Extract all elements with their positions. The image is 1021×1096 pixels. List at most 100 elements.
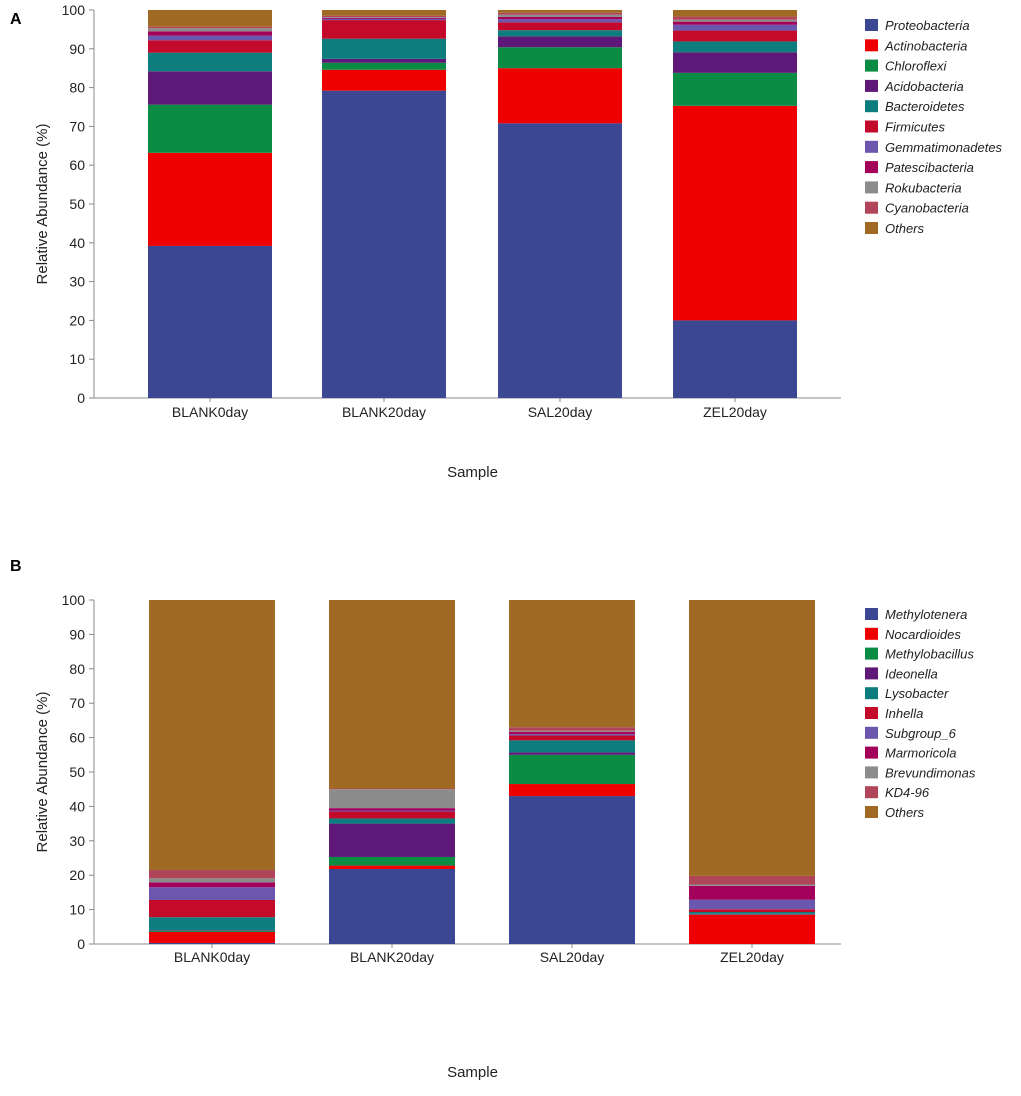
chart-a-bar-blank0day-others [148,10,272,27]
chart-b-bar-blank20day-kd4-96 [329,788,455,790]
chart-b-bar-zel20day-kd4-96 [689,875,815,885]
chart-b-legend-label-subgroup-6: Subgroup_6 [885,726,957,741]
chart-b-y-tick-label-70: 70 [69,695,85,711]
chart-a-x-tick-label-blank20day: BLANK20day [342,404,426,420]
chart-a-bar-blank20day-acidobacteria [322,58,446,63]
chart-a-bar-blank20day-cyanobacteria [322,15,446,17]
chart-a-x-tick-label-sal20day: SAL20day [528,404,593,420]
chart-a-bar-blank0day-gemmatimonadetes [148,35,272,41]
chart-a-bar-blank0day-patescibacteria [148,31,272,36]
chart-b-bar-sal20day-methylotenera [509,796,635,944]
chart-b-legend-label-methylobacillus: Methylobacillus [885,647,974,662]
chart-b-y-tick-label-10: 10 [69,902,85,918]
chart-a-legend-swatch-firmicutes [865,120,878,133]
chart-b-bar-blank0day-lysobacter [149,917,275,931]
chart-a-bar-zel20day-patescibacteria [673,21,797,25]
chart-a-legend-swatch-rokubacteria [865,181,878,194]
chart-a-bar-sal20day-cyanobacteria [498,12,622,15]
chart-a-legend-label-firmicutes: Firmicutes [885,120,945,135]
chart-b-bar-blank20day-ideonella [329,823,455,857]
chart-b-bar-blank0day-inhella [149,899,275,918]
chart-b-bar-blank0day-brevundimonas [149,878,275,883]
chart-b-bar-sal20day-lysobacter [509,740,635,753]
chart-b-legend-swatch-marmoricola [865,746,878,759]
chart-b-bar-blank20day-lysobacter [329,818,455,824]
chart-a-y-tick-label-90: 90 [69,41,85,57]
chart-a-bar-blank20day-firmicutes [322,20,446,39]
chart-a-bar-blank20day-patescibacteria [322,17,446,19]
chart-b-legend-label-others: Others [885,805,925,820]
chart-a-x-axis-title: Sample [447,464,498,481]
chart-a-legend-swatch-cyanobacteria [865,201,878,214]
chart-a-bar-blank0day-proteobacteria [148,245,272,398]
chart-a-bar-blank20day-bacteroidetes [322,38,446,59]
chart-a-legend-label-cyanobacteria: Cyanobacteria [885,201,969,216]
chart-a-bar-zel20day-chloroflexi [673,72,797,106]
chart-b-legend-swatch-ideonella [865,667,878,680]
chart-a-legend-swatch-gemmatimonadetes [865,140,878,153]
chart-a-bar-zel20day-cyanobacteria [673,16,797,20]
chart-b-bar-sal20day-inhella [509,735,635,741]
chart-a-bar-blank20day-others [322,10,446,16]
chart-b-legend-label-brevundimonas: Brevundimonas [885,765,976,780]
chart-a-legend-label-bacteroidetes: Bacteroidetes [885,99,965,114]
chart-b-legend-label-marmoricola: Marmoricola [885,746,957,761]
chart-a-bar-blank20day-proteobacteria [322,90,446,398]
chart-b-bar-sal20day-kd4-96 [509,727,635,731]
chart-a-y-tick-label-50: 50 [69,196,85,212]
chart-a-x-tick-label-blank0day: BLANK0day [172,404,248,420]
chart-b-y-tick-label-60: 60 [69,730,85,746]
chart-b-y-tick-label-40: 40 [69,798,85,814]
chart-b-bar-blank0day-marmoricola [149,882,275,888]
chart-a-y-tick-label-80: 80 [69,80,85,96]
chart-b-legend-swatch-lysobacter [865,687,878,700]
chart-b-legend-label-inhella: Inhella [885,706,923,721]
chart-b-bar-blank0day-subgroup-6 [149,887,275,900]
chart-b-x-tick-label-sal20day: SAL20day [540,949,605,965]
chart-a-y-tick-label-60: 60 [69,157,85,173]
chart-a-legend-label-chloroflexi: Chloroflexi [885,59,948,74]
chart-a-legend-label-rokubacteria: Rokubacteria [885,180,962,195]
chart-b-y-tick-label-0: 0 [77,936,85,952]
chart-a-y-tick-label-20: 20 [69,312,85,328]
chart-b-bar-blank20day-methylobacillus [329,856,455,866]
chart-b-panel-label: B [10,558,22,575]
chart-a-bar-zel20day-proteobacteria [673,320,797,398]
chart-a-legend-swatch-actinobacteria [865,39,878,52]
chart-b-bar-sal20day-others [509,600,635,728]
chart-b-bar-zel20day-brevundimonas [689,884,815,886]
chart-b-y-tick-label-50: 50 [69,764,85,780]
chart-a-bar-zel20day-bacteroidetes [673,41,797,53]
chart-b-legend-swatch-others [865,806,878,818]
chart-b-y-tick-label-30: 30 [69,833,85,849]
chart-a-bar-blank0day-acidobacteria [148,71,272,105]
chart-b-bar-blank20day-others [329,600,455,789]
chart-a-legend-label-actinobacteria: Actinobacteria [884,38,967,53]
chart-b-y-tick-label-100: 100 [62,592,86,608]
chart-a-legend-swatch-patescibacteria [865,161,878,174]
chart-a-bar-blank20day-gemmatimonadetes [322,18,446,21]
chart-b-legend-swatch-brevundimonas [865,766,878,779]
chart-b-bar-blank20day-nocardioides [329,865,455,870]
chart-a-bar-sal20day-patescibacteria [498,16,622,20]
chart-a-bar-zel20day-gemmatimonadetes [673,24,797,31]
chart-a-y-tick-label-10: 10 [69,351,85,367]
chart-a-bar-blank0day-chloroflexi [148,104,272,153]
chart-a-bar-sal20day-firmicutes [498,22,622,31]
chart-b-bar-zel20day-nocardioides [689,914,815,944]
chart-b-x-axis-title: Sample [447,1064,498,1081]
chart-a-legend-swatch-bacteroidetes [865,100,878,113]
chart-a-bar-blank0day-bacteroidetes [148,52,272,72]
chart-a-bar-zel20day-firmicutes [673,30,797,42]
chart-b-bar-sal20day-ideonella [509,752,635,755]
chart-b-bar-sal20day-methylobacillus [509,754,635,785]
chart-a-y-tick-label-40: 40 [69,235,85,251]
chart-b-legend-swatch-subgroup-6 [865,726,878,739]
chart-b-legend-label-ideonella: Ideonella [885,666,938,681]
chart-b: B 0 10 20 30 40 50 60 70 80 90 100 BLANK0day BLANK20d… [10,558,976,1081]
chart-a-legend-label-gemmatimonadetes: Gemmatimonadetes [885,140,1003,155]
chart-a-bar-zel20day-actinobacteria [673,105,797,321]
chart-b-legend-swatch-inhella [865,707,878,719]
chart-a-y-tick-label-70: 70 [69,118,85,134]
